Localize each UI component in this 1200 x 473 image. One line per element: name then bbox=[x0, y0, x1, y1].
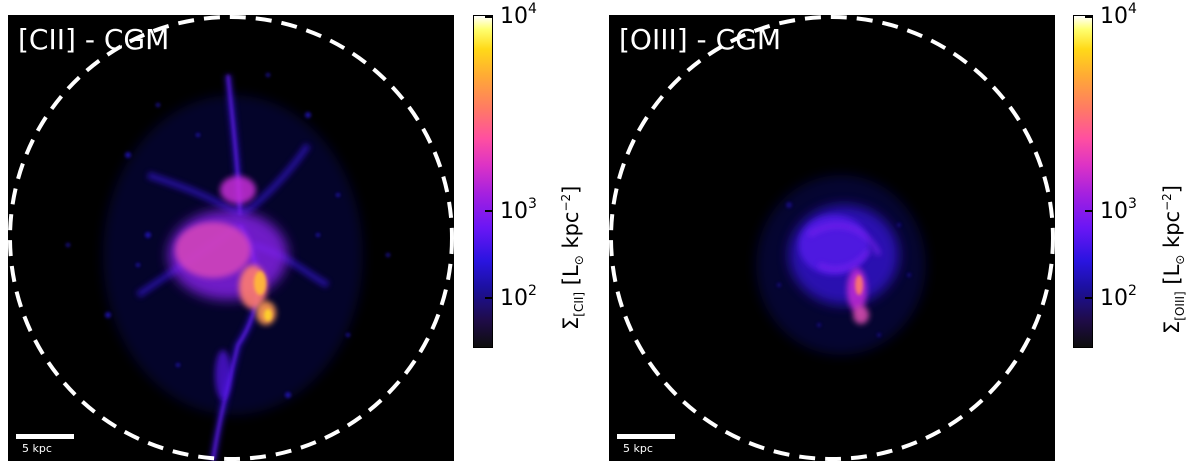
colorbar-tick-label: 102 bbox=[1100, 283, 1137, 311]
colorbar-tick-label: 104 bbox=[1100, 1, 1137, 29]
colorbar-tick bbox=[1085, 297, 1093, 299]
panel-title: [CII] - CGM bbox=[18, 23, 170, 56]
virial-radius-circle bbox=[8, 15, 454, 461]
colorbar-tick-label: 104 bbox=[500, 1, 537, 29]
colorbar-tick-label: 103 bbox=[500, 196, 537, 224]
scale-bar bbox=[16, 434, 74, 439]
colorbar-axis-label: Σ[CII] [L⊙ kpc−2] bbox=[559, 185, 587, 330]
colorbar-tick bbox=[485, 297, 493, 299]
cii-emission-image bbox=[8, 15, 454, 461]
scale-bar bbox=[617, 434, 675, 439]
cii-colorbar bbox=[473, 15, 493, 348]
panel-title: [OIII] - CGM bbox=[619, 23, 781, 56]
colorbar-tick-label: 102 bbox=[500, 283, 537, 311]
scale-bar-label: 5 kpc bbox=[22, 442, 52, 455]
colorbar-tick bbox=[485, 210, 493, 212]
cii-emission-map: [CII] - CGM 5 kpc bbox=[8, 15, 454, 461]
oiii-colorbar bbox=[1073, 15, 1093, 348]
scale-bar-label: 5 kpc bbox=[623, 442, 653, 455]
colorbar-tick-label: 103 bbox=[1100, 196, 1137, 224]
colorbar-tick bbox=[1085, 210, 1093, 212]
colorbar-tick bbox=[485, 16, 493, 18]
colorbar-tick bbox=[1085, 16, 1093, 18]
colorbar-axis-label: Σ[OIII] [L⊙ kpc−2] bbox=[1160, 185, 1188, 334]
oiii-emission-image bbox=[609, 15, 1055, 461]
virial-radius-circle bbox=[609, 15, 1055, 461]
oiii-emission-map: [OIII] - CGM 5 kpc bbox=[609, 15, 1055, 461]
